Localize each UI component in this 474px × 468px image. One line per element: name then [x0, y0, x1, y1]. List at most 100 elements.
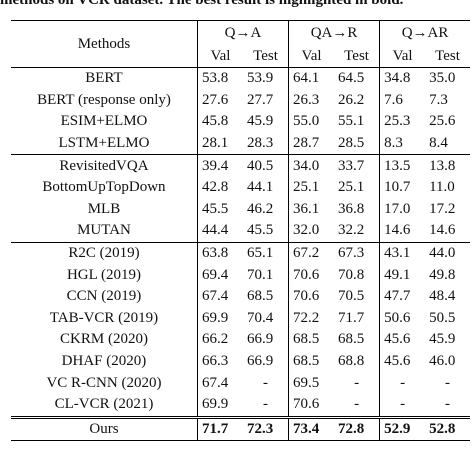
score-cell: 52.9	[379, 415, 426, 442]
score-cell: 25.1	[293, 179, 320, 196]
score-cell: 28.5	[334, 132, 381, 155]
score-cell: 64.1	[293, 70, 320, 87]
table-row: VC R-CNN (2020) 67.4-69.5- - -	[11, 372, 470, 394]
score-cell: -	[334, 393, 381, 417]
score-cell: 17.2	[429, 200, 456, 217]
score-cell: 67.4	[201, 374, 229, 391]
score-cell: -	[242, 372, 290, 394]
score-cell: 14.6	[384, 222, 411, 239]
method-name-cell: RevisitedVQA	[11, 154, 198, 177]
score-cell: 69.9	[201, 396, 229, 413]
results-table: Methods Q→A QA→R Q→AR Val Test Val Test …	[11, 20, 470, 442]
method-name-cell: Ours	[11, 415, 198, 442]
score-cell: 33.7	[334, 154, 381, 177]
score-cell: 44.0	[425, 241, 470, 265]
score-cell: 66.9	[242, 350, 290, 373]
score-cell: 65.1	[242, 241, 290, 265]
score-cell: 70.8	[334, 264, 381, 286]
score-cell: 45.5	[201, 200, 229, 217]
score-cell: 36.1	[293, 200, 320, 217]
method-name-cell: ESIM+ELMO	[11, 111, 198, 133]
score-cell: 46.0	[429, 353, 456, 370]
score-cell: 28.3	[242, 132, 290, 155]
method-name-cell: BottomUpTopDown	[11, 176, 198, 199]
score-cell: 45.8	[201, 113, 229, 130]
score-cell: 25.3	[384, 113, 411, 130]
score-cell: 11.0	[429, 179, 455, 196]
score-cell: 70.6	[293, 396, 320, 413]
score-cell: 13.8	[425, 154, 470, 177]
method-name-cell: CKRM (2020)	[11, 329, 198, 351]
score-cell: 66.9	[242, 329, 290, 351]
score-cell: 67.3	[334, 241, 381, 265]
method-name-cell: MLB	[11, 198, 198, 221]
table-row: BERT (response only) 27.6 27.7 26.3 26.2 7.6 7…	[11, 89, 470, 112]
score-cell: 53.9	[242, 67, 290, 90]
score-cell: -	[242, 393, 290, 417]
score-cell: 10.7	[384, 179, 411, 196]
score-cell: 73.4	[288, 415, 335, 442]
method-name-cell: MUTAN	[11, 220, 198, 243]
score-cell: 71.7	[334, 307, 381, 330]
score-cell: 39.4	[197, 154, 243, 177]
table-row: ESIM+ELMO 45.8 45.9 55.0 55.1 25.3 25.6	[11, 111, 470, 133]
score-cell: 66.2	[201, 331, 229, 348]
score-cell: 45.5	[242, 220, 290, 243]
score-cell: 36.8	[334, 198, 381, 221]
table-row: BERT 53.8 53.9 64.1 64.5 34.8 35.0	[11, 67, 470, 90]
score-cell: 26.2	[334, 89, 381, 112]
score-cell: 68.5	[293, 331, 320, 348]
method-name-cell: TAB-VCR (2019)	[11, 307, 198, 330]
header-row-splits: Val Test Val Test Val Test	[11, 45, 470, 68]
score-cell: 69.9	[201, 309, 229, 326]
table-row: CCN (2019) 67.4 68.5 70.6 70.5 47.7 48.4	[11, 285, 470, 308]
table-row: R2C (2019) 63.8 65.1 67.2 67.3 43.1 44.0	[11, 241, 470, 265]
score-cell: 44.1	[242, 176, 290, 199]
score-cell: 70.5	[334, 285, 381, 308]
score-cell: 50.5	[429, 309, 456, 326]
subcol-header: Test	[334, 45, 381, 68]
score-cell: 26.3	[293, 91, 320, 108]
score-cell: 68.5	[242, 285, 290, 308]
score-cell: 68.5	[334, 329, 381, 351]
methods-header: Methods	[11, 20, 198, 68]
score-cell: 55.1	[334, 111, 381, 133]
table-row: RevisitedVQA 39.4 40.5 34.0 33.7 13.5 13.8	[11, 154, 470, 177]
table-row: TAB-VCR (2019) 69.9 70.4 72.2 71.7 50.6 50.5	[11, 307, 470, 330]
score-cell: 34.8	[384, 70, 411, 87]
score-cell: 49.1	[384, 266, 411, 283]
subcol-header: Test	[242, 45, 290, 68]
score-cell: 70.6	[293, 288, 320, 305]
score-cell: 42.8	[201, 179, 229, 196]
subcol-header: Val	[379, 45, 426, 68]
score-cell: 72.8	[334, 415, 381, 442]
score-cell: 25.6	[429, 113, 456, 130]
table-row: DHAF (2020) 66.3 66.9 68.5 68.8 45.6 46.0	[11, 350, 470, 373]
score-cell: 68.5	[293, 353, 320, 370]
score-cell: 14.6	[429, 222, 456, 239]
score-cell: 48.4	[429, 288, 456, 305]
task-header-qa: Q→A	[197, 20, 290, 45]
method-name-cell: R2C (2019)	[11, 241, 198, 265]
score-cell: 7.3	[429, 91, 448, 108]
method-name-cell: CCN (2019)	[11, 285, 198, 308]
score-cell: 8.3	[384, 135, 403, 152]
score-cell: 49.8	[429, 266, 456, 283]
subcol-header: Test	[425, 45, 470, 68]
score-cell: -	[400, 396, 406, 413]
table-row: MLB 45.5 46.2 36.1 36.8 17.0 17.2	[11, 198, 470, 221]
score-cell: 55.0	[293, 113, 320, 130]
method-name-cell: LSTM+ELMO	[11, 132, 198, 155]
score-cell: 63.8	[197, 241, 243, 265]
score-cell: 8.4	[429, 135, 448, 152]
subcol-header: Val	[197, 45, 243, 68]
score-cell: 32.0	[293, 222, 320, 239]
table-row: LSTM+ELMO 28.1 28.3 28.7 28.5 8.3 8.4	[11, 132, 470, 155]
table-row: Ours 71.7 72.3 73.4 72.8 52.9 52.8	[11, 415, 470, 442]
score-cell: 45.6	[384, 331, 411, 348]
score-cell: 25.1	[334, 176, 381, 199]
score-cell: 52.8	[425, 415, 470, 442]
score-cell: 45.6	[384, 353, 411, 370]
method-name-cell: DHAF (2020)	[11, 350, 198, 373]
score-cell: 70.1	[242, 264, 290, 286]
